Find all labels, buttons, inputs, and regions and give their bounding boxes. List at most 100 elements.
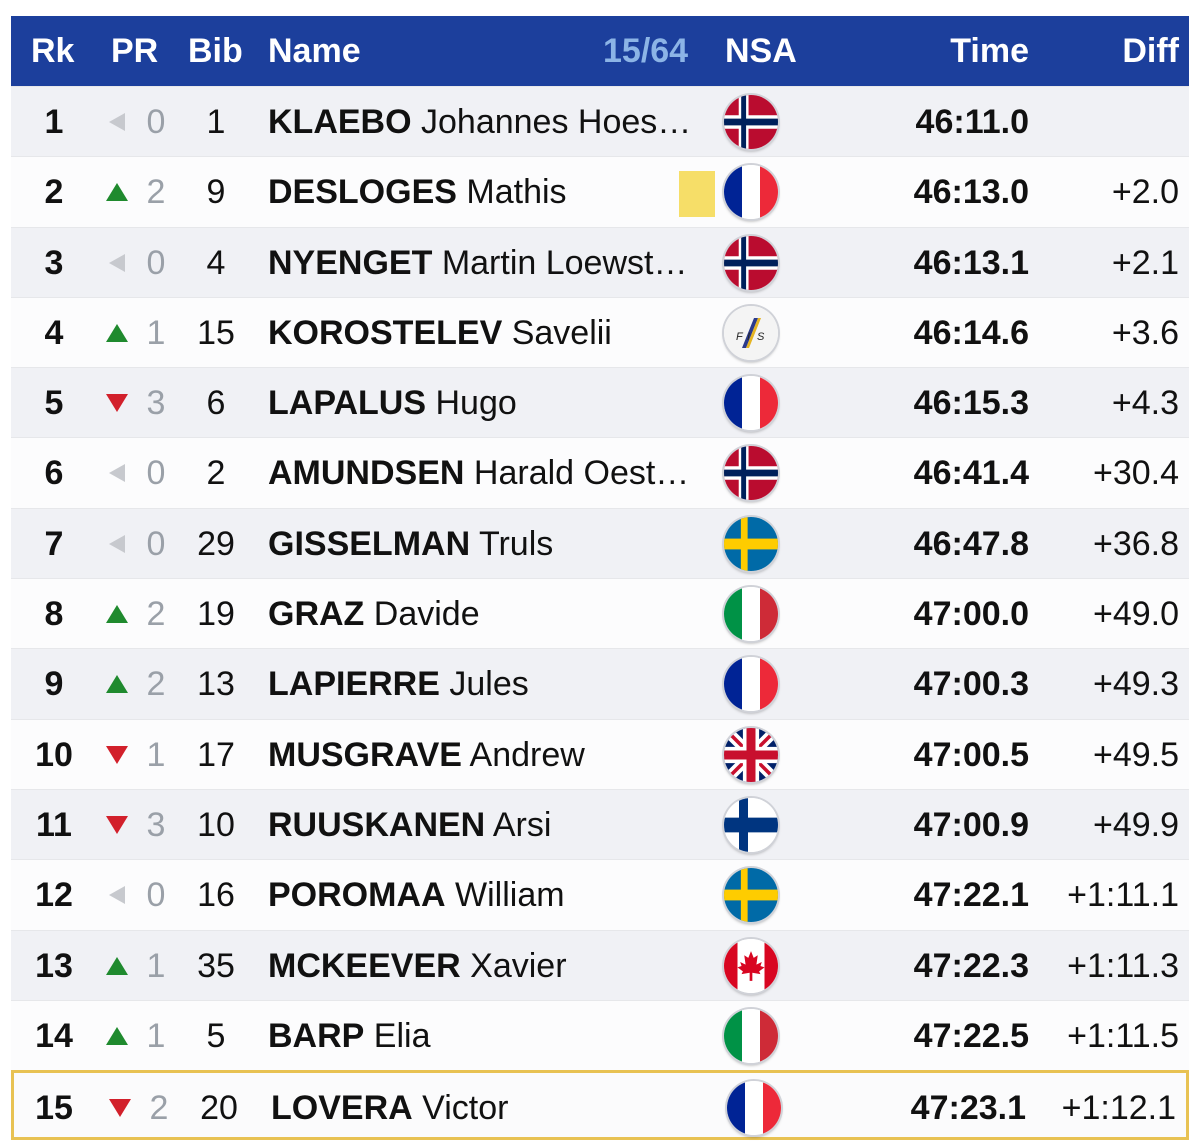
flag-ita-icon bbox=[724, 1008, 778, 1063]
bib-number: 9 bbox=[206, 173, 226, 212]
athlete-name[interactable]: GISSELMAN Truls bbox=[268, 509, 723, 579]
table-row[interactable]: 8 2 19 GRAZ Davide 47:00.0 +49.0 bbox=[11, 578, 1189, 649]
flag-fra-icon bbox=[724, 165, 778, 220]
results-list: 1 0 1 KLAEBO Johannes Hoes… 46:11.0 2 2 9 DESLOG… bbox=[11, 86, 1189, 1143]
bib-number: 20 bbox=[200, 1089, 238, 1128]
athlete-last-name: BARP bbox=[268, 1016, 365, 1055]
header-diff[interactable]: Diff bbox=[1122, 32, 1179, 70]
position-change: 1 bbox=[146, 735, 166, 774]
athlete-name[interactable]: DESLOGES Mathis bbox=[268, 157, 723, 227]
bib-number: 15 bbox=[197, 313, 235, 352]
header-bib[interactable]: Bib bbox=[188, 32, 243, 70]
table-row[interactable]: 2 2 9 DESLOGES Mathis 46:13.0 +2.0 bbox=[11, 156, 1189, 227]
arrow-left-icon bbox=[105, 438, 129, 508]
position-change: 0 bbox=[146, 103, 166, 141]
table-header: Rk PR Bib Name 15/64 NSA Time Diff bbox=[11, 16, 1189, 86]
athlete-name[interactable]: MCKEEVER Xavier bbox=[268, 931, 723, 1001]
arrow-up-icon bbox=[105, 1001, 129, 1071]
time-difference: +49.0 bbox=[1092, 595, 1179, 634]
header-rank[interactable]: Rk bbox=[31, 32, 75, 70]
athlete-last-name: LOVERA bbox=[271, 1089, 413, 1128]
rank: 15 bbox=[35, 1089, 73, 1128]
athlete-first-name: Truls bbox=[478, 524, 554, 563]
finish-time: 47:00.0 bbox=[913, 595, 1029, 634]
athlete-first-name: Xavier bbox=[470, 946, 567, 985]
athlete-last-name: KLAEBO bbox=[268, 103, 412, 141]
athlete-first-name: William bbox=[455, 876, 565, 915]
athlete-name[interactable]: RUUSKANEN Arsi bbox=[268, 790, 723, 860]
table-row[interactable]: 6 0 2 AMUNDSEN Harald Oest… 46:41.4 +30.4 bbox=[11, 437, 1189, 508]
athlete-name[interactable]: NYENGET Martin Loewst… bbox=[268, 228, 723, 298]
finish-time: 46:13.1 bbox=[913, 243, 1029, 282]
header-time[interactable]: Time bbox=[950, 32, 1029, 70]
bib-number: 1 bbox=[206, 103, 226, 141]
arrow-up-icon bbox=[105, 649, 129, 719]
table-row[interactable]: 12 0 16 POROMAA William 47:22.1 +1:11.1 bbox=[11, 859, 1189, 930]
athlete-name[interactable]: KOROSTELEV Savelii bbox=[268, 298, 723, 368]
bib-number: 2 bbox=[206, 454, 226, 493]
athlete-first-name: Johannes Hoes… bbox=[421, 103, 692, 141]
header-name[interactable]: Name bbox=[268, 32, 361, 70]
athlete-last-name: POROMAA bbox=[268, 876, 446, 915]
table-row[interactable]: 3 0 4 NYENGET Martin Loewst… 46:13.1 +2.1 bbox=[11, 226, 1189, 298]
table-row[interactable]: 9 2 13 LAPIERRE Jules 47:00.3 +49.3 bbox=[11, 648, 1189, 719]
athlete-name[interactable]: LAPALUS Hugo bbox=[268, 368, 723, 438]
athlete-name[interactable]: KLAEBO Johannes Hoes… bbox=[268, 87, 723, 157]
header-nsa[interactable]: NSA bbox=[725, 32, 797, 70]
athlete-first-name: Elia bbox=[373, 1016, 431, 1055]
flag-fin-icon bbox=[724, 797, 778, 852]
rank: 1 bbox=[44, 103, 64, 141]
table-row[interactable]: 14 1 5 BARP Elia 47:22.5 +1:11.5 bbox=[11, 999, 1189, 1071]
time-difference: +36.8 bbox=[1092, 524, 1179, 563]
flag-can-icon bbox=[724, 938, 778, 993]
svg-text:S: S bbox=[757, 331, 765, 343]
position-change: 2 bbox=[146, 595, 166, 634]
rank: 14 bbox=[35, 1016, 73, 1055]
finish-time: 47:23.1 bbox=[910, 1089, 1026, 1128]
athlete-name[interactable]: LAPIERRE Jules bbox=[268, 649, 723, 719]
table-row[interactable]: 7 0 29 GISSELMAN Truls 46:47.8 +36.8 bbox=[11, 507, 1189, 579]
bib-number: 29 bbox=[197, 524, 235, 563]
position-change: 2 bbox=[149, 1089, 169, 1128]
finish-time: 46:14.6 bbox=[913, 313, 1029, 352]
athlete-first-name: Mathis bbox=[466, 173, 567, 212]
position-change: 2 bbox=[146, 173, 166, 212]
table-row[interactable]: 1 0 1 KLAEBO Johannes Hoes… 46:11.0 bbox=[11, 86, 1189, 157]
arrow-up-icon bbox=[105, 579, 129, 649]
time-difference: +1:12.1 bbox=[1061, 1089, 1176, 1128]
finish-time: 47:00.5 bbox=[913, 735, 1029, 774]
athlete-first-name: Savelii bbox=[511, 313, 612, 352]
time-difference: +2.0 bbox=[1111, 173, 1179, 212]
table-row[interactable]: 15 2 20 LOVERA Victor 47:23.1 +1:12.1 bbox=[11, 1070, 1189, 1143]
flag-nor-icon bbox=[724, 446, 778, 501]
rank: 2 bbox=[44, 173, 64, 212]
athlete-name[interactable]: BARP Elia bbox=[268, 1001, 723, 1071]
table-row[interactable]: 4 1 15 KOROSTELEV Savelii F I S 46:14.6 +3.6 bbox=[11, 296, 1189, 368]
bib-number: 16 bbox=[197, 876, 235, 915]
table-row[interactable]: 11 3 10 RUUSKANEN Arsi 47:00.9 +49.9 bbox=[11, 788, 1189, 860]
athlete-name[interactable]: AMUNDSEN Harald Oest… bbox=[268, 438, 723, 508]
athlete-first-name: Davide bbox=[373, 595, 480, 634]
header-position-change[interactable]: PR bbox=[111, 32, 159, 70]
athlete-name[interactable]: LOVERA Victor bbox=[271, 1073, 726, 1143]
athlete-name[interactable]: MUSGRAVE Andrew bbox=[268, 720, 723, 790]
athlete-first-name: Arsi bbox=[492, 805, 552, 844]
table-row[interactable]: 13 1 35 MCKEEVER Xavier 47:22.3 +1:11.3 bbox=[11, 929, 1189, 1001]
athlete-name[interactable]: GRAZ Davide bbox=[268, 579, 723, 649]
athlete-name[interactable]: POROMAA William bbox=[268, 860, 723, 930]
athlete-first-name: Andrew bbox=[469, 735, 585, 774]
finish-time: 47:22.3 bbox=[913, 946, 1029, 985]
time-difference: +1:11.3 bbox=[1067, 946, 1179, 985]
table-row[interactable]: 5 3 6 LAPALUS Hugo 46:15.3 +4.3 bbox=[11, 367, 1189, 438]
rank: 9 bbox=[44, 665, 64, 704]
rank: 7 bbox=[44, 524, 64, 563]
athlete-first-name: Martin Loewst… bbox=[441, 243, 688, 282]
flag-fra-icon bbox=[727, 1081, 781, 1136]
flag-swe-icon bbox=[724, 516, 778, 571]
table-row[interactable]: 10 1 17 MUSGRAVE Andrew 47:00.5 +49.5 bbox=[11, 718, 1189, 790]
rank: 4 bbox=[44, 313, 64, 352]
results-table: Rk PR Bib Name 15/64 NSA Time Diff 1 0 1 KL… bbox=[11, 16, 1189, 1143]
flag-nor-icon bbox=[724, 95, 778, 149]
time-difference: +4.3 bbox=[1111, 384, 1179, 423]
athlete-last-name: MCKEEVER bbox=[268, 946, 461, 985]
